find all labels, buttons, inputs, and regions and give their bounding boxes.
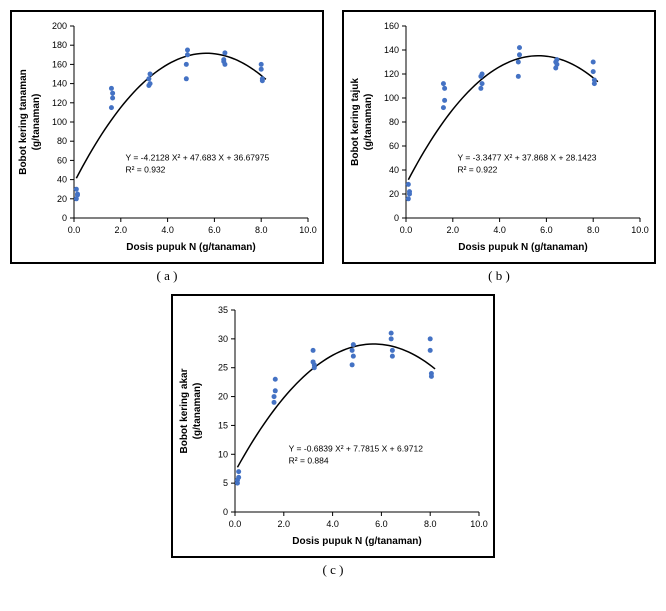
svg-text:40: 40 bbox=[57, 175, 67, 185]
svg-text:10.0: 10.0 bbox=[470, 519, 488, 529]
y-axis-label: Bobot kering tanaman(g/tanaman) bbox=[18, 69, 42, 175]
panel-c: 0 5 10 15 20 25 30 35 0.0 2.0 4.0 6.0 8.0 10.0 Y = -0.… bbox=[171, 294, 495, 578]
svg-text:2.0: 2.0 bbox=[278, 519, 291, 529]
svg-text:40: 40 bbox=[389, 165, 399, 175]
svg-text:0.0: 0.0 bbox=[229, 519, 242, 529]
panel-b: 0 20 40 60 80 100 120 140 160 0.0 2.0 4.0 6.0 8.0 10.0… bbox=[342, 10, 656, 284]
svg-text:5: 5 bbox=[223, 478, 228, 488]
svg-text:100: 100 bbox=[384, 93, 399, 103]
equation-text: Y = -3.3477 X² + 37.868 X + 28.1423 bbox=[457, 152, 596, 162]
svg-text:Bobot kering tajuk: Bobot kering tajuk bbox=[350, 78, 361, 166]
svg-text:2.0: 2.0 bbox=[447, 225, 460, 235]
svg-text:30: 30 bbox=[218, 334, 228, 344]
svg-text:80: 80 bbox=[389, 117, 399, 127]
x-axis-label: Dosis pupuk N (g/tanaman) bbox=[292, 536, 421, 547]
svg-text:140: 140 bbox=[384, 45, 399, 55]
svg-text:180: 180 bbox=[52, 40, 67, 50]
svg-text:0.0: 0.0 bbox=[68, 225, 81, 235]
svg-text:160: 160 bbox=[384, 21, 399, 31]
r2-text: R² = 0.884 bbox=[289, 455, 329, 465]
svg-text:10: 10 bbox=[218, 449, 228, 459]
x-axis-label: Dosis pupuk N (g/tanaman) bbox=[126, 242, 255, 253]
svg-text:(g/tanaman): (g/tanaman) bbox=[192, 383, 203, 440]
svg-text:35: 35 bbox=[218, 305, 228, 315]
r2-text: R² = 0.922 bbox=[457, 164, 497, 174]
x-axis-label: Dosis pupuk N (g/tanaman) bbox=[458, 242, 587, 253]
svg-text:10.0: 10.0 bbox=[299, 225, 317, 235]
svg-text:200: 200 bbox=[52, 21, 67, 31]
svg-text:60: 60 bbox=[57, 155, 67, 165]
caption-b: ( b ) bbox=[488, 268, 510, 284]
svg-text:(g/tanaman): (g/tanaman) bbox=[31, 94, 42, 151]
svg-text:20: 20 bbox=[57, 194, 67, 204]
svg-text:(g/tanaman): (g/tanaman) bbox=[363, 94, 374, 151]
panel-a: 0 20 40 60 80 100 120 140 160 180 200 0.0 2.0 4.0 6.0 8… bbox=[10, 10, 324, 284]
svg-text:Bobot kering akar: Bobot kering akar bbox=[179, 368, 190, 453]
svg-text:8.0: 8.0 bbox=[255, 225, 268, 235]
caption-c: ( c ) bbox=[323, 562, 344, 578]
svg-text:2.0: 2.0 bbox=[115, 225, 128, 235]
svg-text:8.0: 8.0 bbox=[587, 225, 600, 235]
equation-text: Y = -0.6839 X² + 7.7815 X + 6.9712 bbox=[289, 443, 424, 453]
chart-c: 0 5 10 15 20 25 30 35 0.0 2.0 4.0 6.0 8.0 10.0 Y = -0.… bbox=[171, 294, 495, 558]
svg-text:0: 0 bbox=[223, 507, 228, 517]
svg-text:6.0: 6.0 bbox=[208, 225, 221, 235]
caption-a: ( a ) bbox=[157, 268, 178, 284]
svg-text:100: 100 bbox=[52, 117, 67, 127]
svg-text:0: 0 bbox=[394, 213, 399, 223]
chart-a: 0 20 40 60 80 100 120 140 160 180 200 0.0 2.0 4.0 6.0 8… bbox=[10, 10, 324, 264]
svg-text:60: 60 bbox=[389, 141, 399, 151]
svg-text:10.0: 10.0 bbox=[631, 225, 649, 235]
svg-text:0.0: 0.0 bbox=[400, 225, 413, 235]
svg-text:Bobot kering tanaman: Bobot kering tanaman bbox=[18, 69, 29, 175]
svg-text:20: 20 bbox=[218, 392, 228, 402]
svg-text:0: 0 bbox=[62, 213, 67, 223]
equation-text: Y = -4.2128 X² + 47.683 X + 36.67975 bbox=[125, 152, 269, 162]
svg-text:4.0: 4.0 bbox=[326, 519, 339, 529]
svg-text:160: 160 bbox=[52, 59, 67, 69]
y-axis-label: Bobot kering akar(g/tanaman) bbox=[179, 368, 203, 453]
svg-text:8.0: 8.0 bbox=[424, 519, 437, 529]
svg-text:4.0: 4.0 bbox=[493, 225, 506, 235]
r2-text: R² = 0.932 bbox=[125, 164, 165, 174]
svg-text:80: 80 bbox=[57, 136, 67, 146]
svg-text:140: 140 bbox=[52, 79, 67, 89]
svg-text:6.0: 6.0 bbox=[540, 225, 553, 235]
svg-text:20: 20 bbox=[389, 189, 399, 199]
svg-text:4.0: 4.0 bbox=[161, 225, 174, 235]
svg-text:15: 15 bbox=[218, 420, 228, 430]
svg-text:25: 25 bbox=[218, 363, 228, 373]
chart-b: 0 20 40 60 80 100 120 140 160 0.0 2.0 4.0 6.0 8.0 10.0… bbox=[342, 10, 656, 264]
y-axis-label: Bobot kering tajuk(g/tanaman) bbox=[350, 78, 374, 166]
svg-text:6.0: 6.0 bbox=[375, 519, 388, 529]
svg-text:120: 120 bbox=[52, 98, 67, 108]
svg-text:120: 120 bbox=[384, 69, 399, 79]
